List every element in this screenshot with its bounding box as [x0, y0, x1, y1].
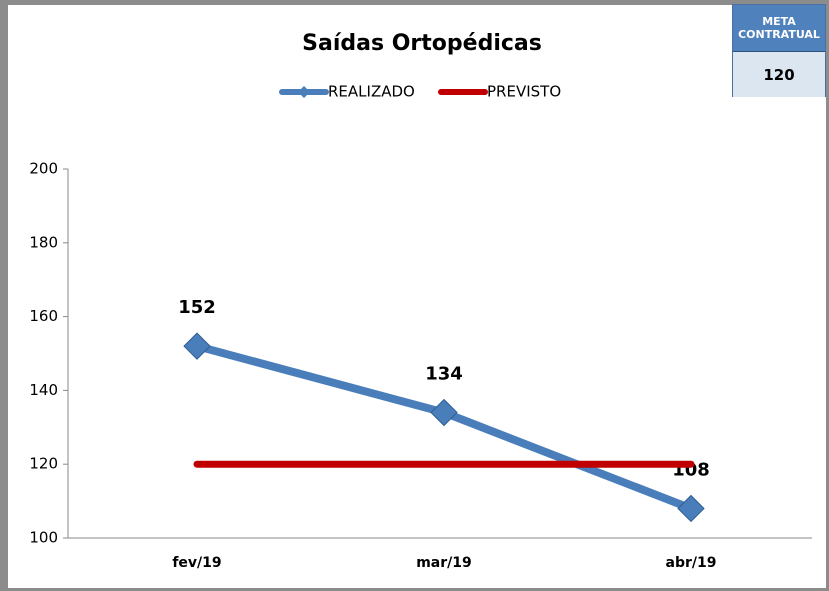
y-tick-label: 160 — [29, 307, 58, 325]
meta-label: META CONTRATUAL — [733, 5, 825, 52]
y-tick-label: 200 — [29, 160, 58, 178]
legend-label: PREVISTO — [487, 83, 561, 101]
x-tick-label: mar/19 — [416, 555, 472, 571]
data-label: 134 — [425, 364, 463, 385]
chart-area — [8, 5, 826, 588]
x-tick-label: abr/19 — [666, 555, 717, 571]
x-tick-label: fev/19 — [172, 555, 221, 571]
point-marker — [183, 332, 211, 360]
legend-marker — [298, 86, 310, 98]
meta-box: META CONTRATUAL 120 — [732, 4, 826, 97]
y-tick-label: 100 — [29, 529, 58, 547]
y-tick-label: 120 — [29, 455, 58, 473]
meta-value: 120 — [733, 52, 825, 97]
legend-label: REALIZADO — [328, 83, 415, 101]
point-marker — [677, 494, 705, 523]
point-marker — [430, 398, 458, 427]
data-label: 152 — [178, 297, 216, 318]
chart-title: Saídas Ortopédicas — [302, 31, 542, 56]
y-tick-label: 140 — [29, 381, 58, 399]
y-tick-label: 180 — [29, 233, 58, 251]
